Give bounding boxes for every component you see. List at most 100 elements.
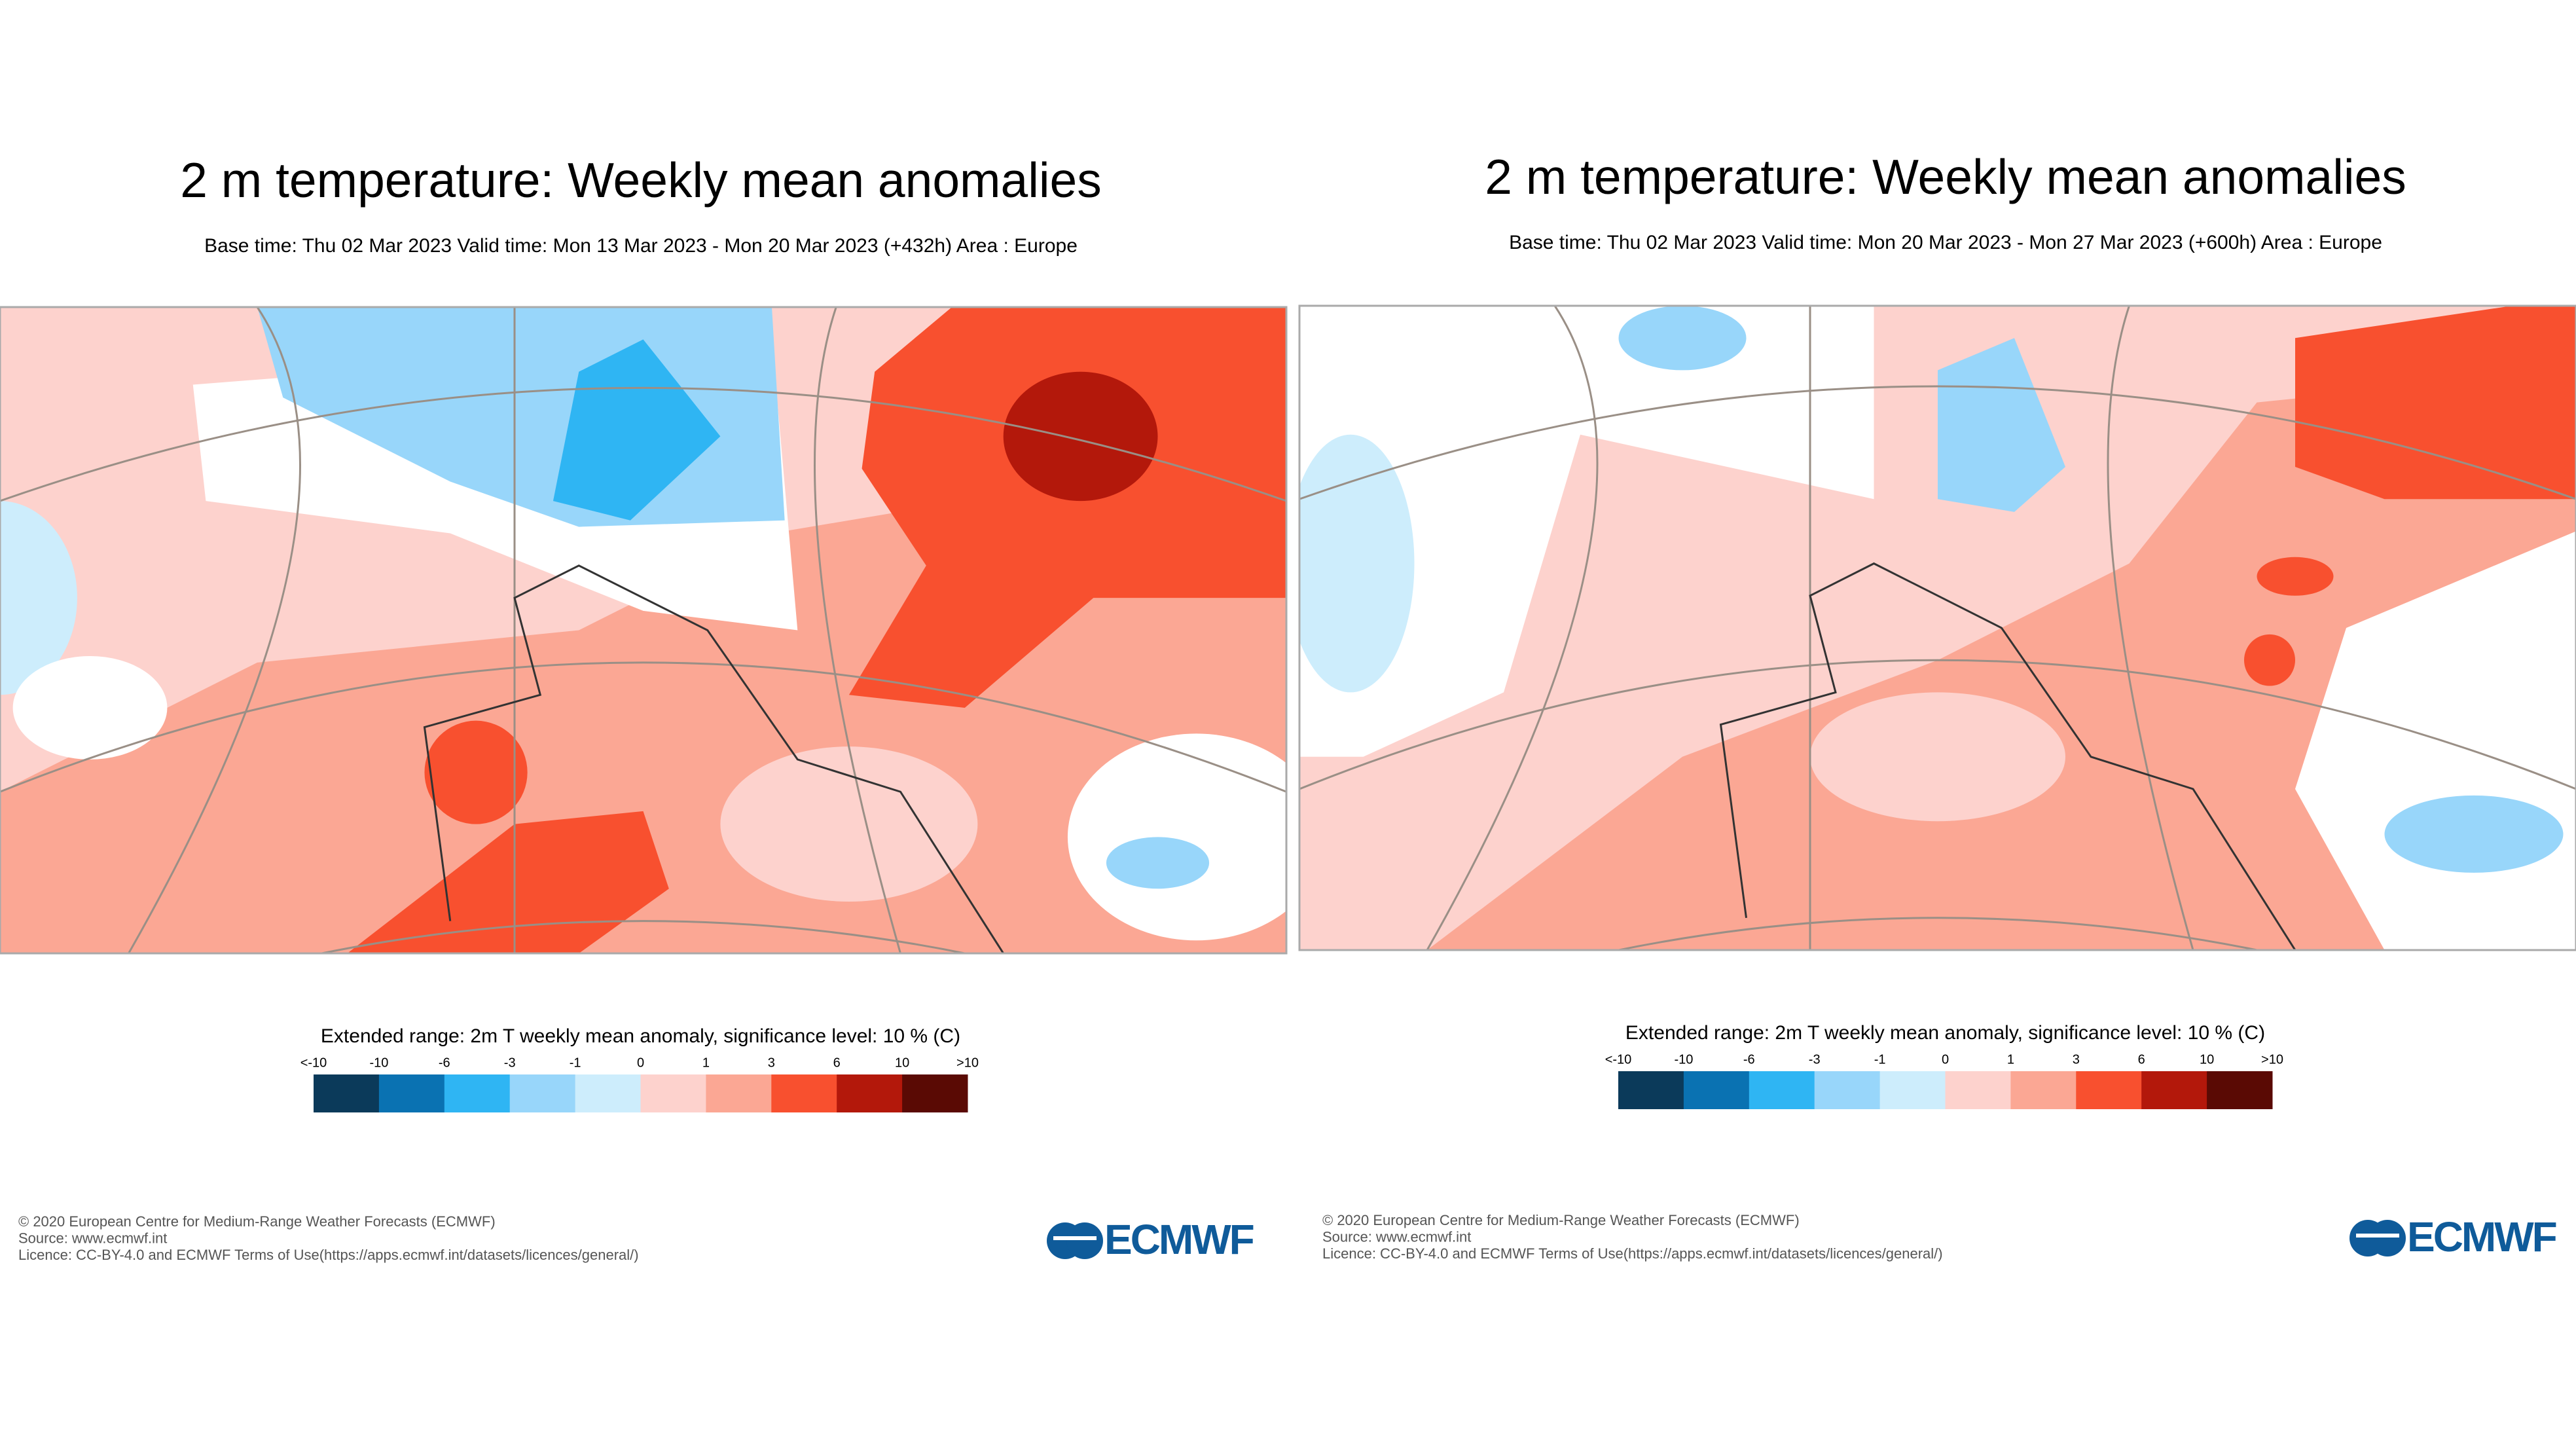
legend-label: -3	[1809, 1052, 1821, 1067]
legend-swatch	[1945, 1071, 2011, 1109]
graticule	[814, 307, 901, 953]
anomaly-area	[1618, 306, 1747, 371]
anomaly-area	[347, 811, 669, 953]
footer-line: Source: www.ecmwf.int	[1322, 1228, 1471, 1245]
legend-swatch	[1879, 1071, 1946, 1109]
logo-mark	[1066, 1222, 1103, 1259]
map	[0, 306, 1288, 955]
logo: ECMWF	[2349, 1213, 2558, 1260]
legend-label: 1	[2007, 1052, 2014, 1067]
legend-label: 10	[2200, 1052, 2214, 1067]
coastline	[1719, 562, 2296, 950]
logo-text: ECMWF	[2407, 1213, 2556, 1260]
graticule	[2107, 306, 2194, 950]
map-frame	[0, 306, 1288, 955]
legend-label: -6	[1743, 1052, 1755, 1067]
map	[1298, 304, 2576, 951]
legend-swatch	[1814, 1071, 1881, 1109]
legend-label: <-10	[1605, 1052, 1632, 1067]
map-frame	[1298, 304, 2576, 951]
anomaly-area	[2295, 306, 2576, 500]
anomaly-area	[1003, 371, 1158, 502]
anomaly-area	[848, 307, 1286, 708]
legend-swatch	[378, 1074, 445, 1112]
graticule	[1426, 306, 1599, 950]
anomaly-area	[0, 501, 77, 695]
anomaly-area	[1427, 370, 2576, 950]
legend-swatch	[2010, 1071, 2077, 1109]
anomaly-area	[1299, 306, 1874, 757]
anomaly-area	[424, 720, 528, 824]
anomaly-area	[1810, 692, 2065, 822]
anomaly-area	[720, 746, 978, 902]
logo-mark	[2369, 1220, 2406, 1256]
map-body	[1299, 306, 2576, 950]
legend-label: 3	[768, 1055, 775, 1070]
legend-label: 3	[2073, 1052, 2080, 1067]
legend-swatch	[314, 1074, 380, 1112]
anomaly-area	[12, 655, 168, 760]
graticule	[317, 920, 970, 953]
legend-label: >10	[2261, 1052, 2283, 1067]
anomaly-area	[553, 339, 721, 521]
legend-label: -3	[504, 1055, 516, 1070]
footer-line: Licence: CC-BY-4.0 and ECMWF Terms of Us…	[18, 1247, 639, 1263]
anomaly-area	[1938, 338, 2065, 512]
legend-label: <-10	[300, 1055, 327, 1070]
anomaly-area	[1299, 434, 1415, 693]
legend-label: 6	[2138, 1052, 2145, 1067]
footer-line: Licence: CC-BY-4.0 and ECMWF Terms of Us…	[1322, 1245, 1943, 1262]
legend-label: -1	[1874, 1052, 1886, 1067]
graticule	[0, 386, 1286, 502]
graticule	[1299, 385, 2576, 500]
footer-line: Source: www.ecmwf.int	[18, 1230, 167, 1246]
anomaly-area	[1106, 837, 1210, 889]
legend-swatch	[706, 1074, 772, 1112]
footer-line: © 2020 European Centre for Medium-Range …	[1322, 1212, 1800, 1228]
legend-swatch	[1683, 1071, 1750, 1109]
legend-swatch	[771, 1074, 837, 1112]
legend-title: Extended range: 2m T weekly mean anomaly…	[1625, 1022, 2265, 1044]
legend-swatch	[1618, 1071, 1684, 1109]
legend-label: -6	[439, 1055, 450, 1070]
legend-label: -10	[369, 1055, 388, 1070]
legend-swatch	[444, 1074, 511, 1112]
coastline	[423, 564, 1004, 953]
graticule	[0, 661, 1286, 793]
legend-swatch	[640, 1074, 706, 1112]
legend-label: 6	[833, 1055, 841, 1070]
footer-line: © 2020 European Centre for Medium-Range …	[18, 1213, 496, 1230]
panel-title: 2 m temperature: Weekly mean anomalies	[180, 153, 1102, 208]
graticule	[1299, 659, 2576, 790]
legend-label: -1	[570, 1055, 581, 1070]
logo-text: ECMWF	[1104, 1216, 1254, 1263]
legend-label: >10	[956, 1055, 979, 1070]
map-body	[0, 307, 1286, 953]
graticule	[1614, 917, 2262, 950]
legend-label: -10	[1674, 1052, 1693, 1067]
legend-swatch	[837, 1074, 903, 1112]
legend-swatch	[575, 1074, 641, 1112]
panel-title: 2 m temperature: Weekly mean anomalies	[1485, 149, 2406, 204]
graticule	[128, 307, 301, 953]
logo-mark	[2356, 1234, 2399, 1238]
legend-swatch	[2141, 1071, 2207, 1109]
anomaly-area	[1068, 733, 1286, 941]
legend-label: 1	[702, 1055, 710, 1070]
anomaly-area	[2257, 557, 2334, 596]
legend-swatch	[902, 1074, 968, 1112]
legend-label: 0	[1942, 1052, 1949, 1067]
anomaly-area	[2384, 795, 2564, 873]
logo: ECMWF	[1047, 1216, 1256, 1263]
legend-swatch	[2207, 1071, 2273, 1109]
legend-label: 10	[895, 1055, 909, 1070]
panel-subtitle: Base time: Thu 02 Mar 2023 Valid time: M…	[1509, 232, 2382, 253]
panel-subtitle: Base time: Thu 02 Mar 2023 Valid time: M…	[204, 235, 1078, 257]
legend-label: 0	[637, 1055, 644, 1070]
anomaly-area	[2244, 634, 2295, 686]
logo-mark	[1053, 1236, 1097, 1240]
legend-swatch	[509, 1074, 576, 1112]
legend-swatch	[1749, 1071, 1815, 1109]
